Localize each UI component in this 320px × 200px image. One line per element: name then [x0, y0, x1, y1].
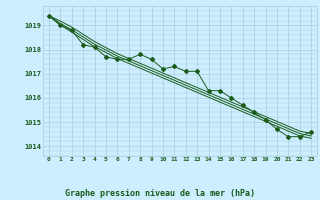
- Text: Graphe pression niveau de la mer (hPa): Graphe pression niveau de la mer (hPa): [65, 189, 255, 198]
